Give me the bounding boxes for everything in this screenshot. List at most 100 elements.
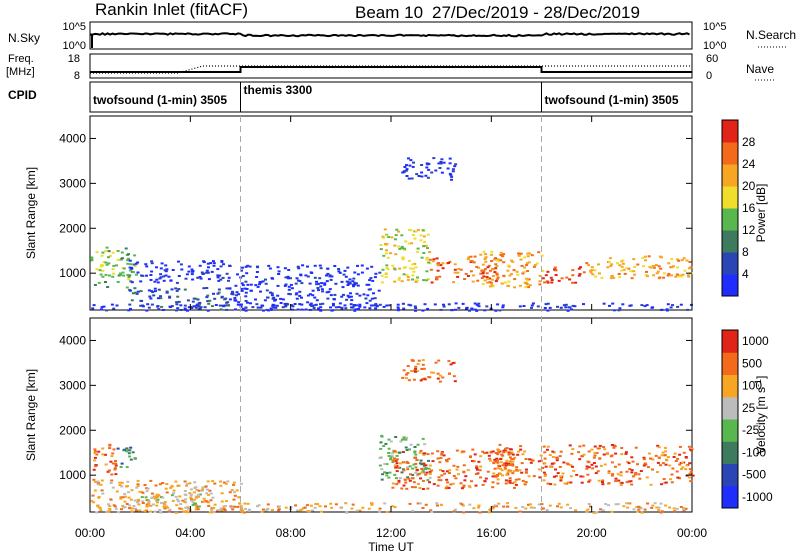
power-cell	[393, 268, 397, 271]
power-cell	[408, 164, 412, 167]
velocity-cell	[133, 507, 137, 510]
power-cell	[677, 259, 681, 262]
velocity-ylabel: Slant Range [km]	[24, 369, 38, 461]
velocity-cell	[97, 495, 101, 498]
velocity-cell	[440, 453, 444, 456]
velocity-cell	[155, 504, 159, 507]
freq-tick-top: 18	[68, 53, 80, 65]
power-cell	[400, 247, 404, 250]
power-cell	[493, 258, 496, 261]
velocity-cell	[419, 477, 423, 480]
power-cell	[351, 280, 355, 283]
power-cell	[375, 305, 379, 308]
power-cell	[483, 279, 487, 282]
velocity-cell	[566, 481, 570, 484]
power-cell	[104, 261, 108, 264]
power-cell	[368, 307, 372, 310]
velocity-cell	[630, 483, 634, 486]
power-cell	[334, 306, 338, 309]
power-cell	[130, 266, 134, 269]
velocity-cell	[182, 510, 186, 513]
power-cell	[346, 294, 350, 297]
power-cell	[281, 298, 285, 301]
velocity-cell	[571, 448, 575, 451]
velocity-cell	[202, 500, 206, 503]
velocity-cell	[106, 470, 110, 473]
velocity-cell	[595, 452, 599, 454]
velocity-cell	[570, 452, 574, 455]
power-cell	[286, 303, 290, 306]
power-cell	[175, 281, 179, 284]
power-cell	[259, 306, 263, 309]
velocity-cell	[598, 457, 602, 460]
power-cell	[196, 298, 200, 301]
velocity-cell	[428, 481, 431, 484]
velocity-cell	[136, 479, 140, 482]
velocity-cell	[446, 481, 449, 484]
velocity-cell	[110, 473, 114, 476]
power-cell	[544, 274, 548, 277]
velocity-cell	[571, 465, 574, 468]
velocity-cell	[601, 479, 605, 482]
velocity-cell	[449, 483, 453, 486]
power-cell	[421, 229, 425, 232]
velocity-cell	[174, 511, 178, 514]
power-cell	[407, 259, 411, 262]
velocity-cell	[128, 507, 132, 510]
power-cell	[413, 262, 417, 265]
velocity-cell	[121, 504, 125, 507]
velocity-cell	[303, 506, 307, 509]
nave-tick-top: 60	[706, 53, 718, 65]
velocity-cell	[217, 509, 221, 512]
velocity-cell	[104, 453, 107, 456]
power-cell	[437, 162, 441, 165]
velocity-cell	[481, 483, 485, 486]
power-cell	[314, 303, 318, 306]
velocity-cell	[597, 479, 601, 482]
velocity-cell	[539, 454, 543, 457]
power-cell	[296, 308, 300, 311]
velocity-cell	[635, 505, 639, 508]
power-cell	[106, 286, 110, 288]
power-cell	[256, 285, 260, 288]
velocity-ytick-label: 2000	[59, 423, 86, 437]
velocity-cell	[678, 445, 682, 448]
power-cell	[289, 277, 292, 280]
velocity-cell	[507, 469, 511, 472]
power-cell	[382, 254, 386, 257]
power-cell	[414, 281, 418, 283]
power-cell	[134, 262, 138, 265]
velocity-cell	[116, 511, 120, 514]
power-cell	[670, 266, 674, 269]
power-cell	[409, 267, 413, 270]
velocity-cell	[439, 479, 443, 482]
power-cell	[115, 264, 118, 267]
velocity-cell	[462, 484, 466, 487]
velocity-cell	[501, 464, 505, 467]
velocity-cell	[452, 375, 456, 378]
velocity-cell	[569, 464, 573, 467]
power-cell	[424, 174, 428, 177]
power-cell	[352, 283, 356, 286]
velocity-cell	[673, 510, 677, 513]
power-cell	[199, 277, 203, 280]
power-cell	[185, 273, 189, 276]
velocity-cell	[123, 500, 127, 503]
power-cell	[319, 303, 322, 306]
velocity-cell	[595, 511, 599, 514]
velocity-cell	[210, 511, 214, 514]
velocity-cell	[643, 508, 647, 511]
power-cell	[347, 282, 351, 285]
power-cell	[241, 307, 245, 310]
velocity-cell	[545, 509, 549, 511]
velocity-colorbar-swatch	[722, 374, 738, 398]
power-cell	[100, 306, 104, 309]
velocity-cell	[505, 473, 509, 476]
velocity-cell	[238, 502, 241, 505]
power-cell	[623, 272, 627, 275]
power-cell	[194, 306, 198, 309]
power-cell	[373, 276, 377, 279]
velocity-cell	[601, 481, 604, 484]
velocity-cell	[387, 447, 391, 450]
velocity-cell	[205, 492, 209, 495]
